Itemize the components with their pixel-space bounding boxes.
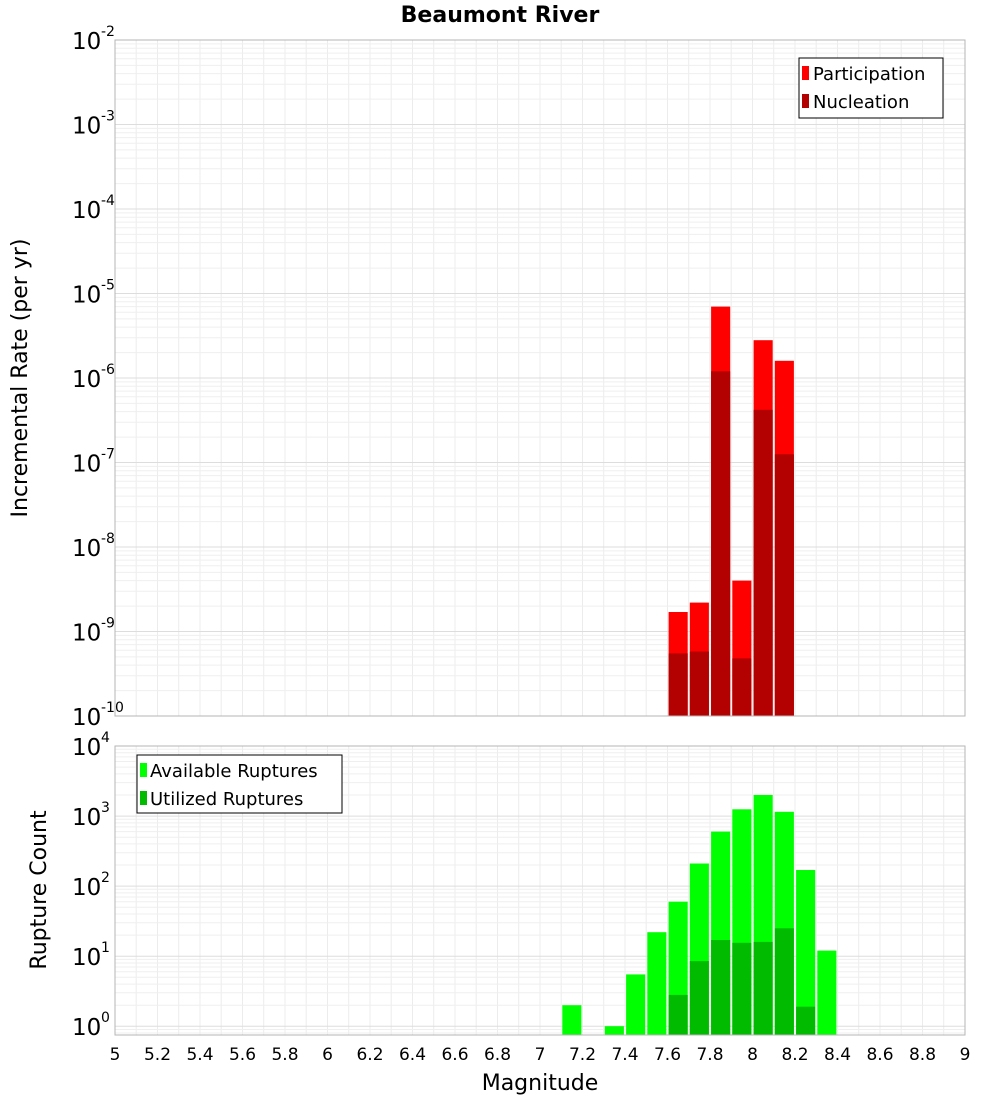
y-tick-label: 10	[72, 367, 101, 393]
bottom-bar-available-ruptures	[796, 870, 816, 1035]
bottom-bar-available-ruptures	[626, 974, 646, 1035]
y-tick-label: 10	[72, 198, 101, 224]
bottom-bar-utilized-ruptures	[774, 928, 794, 1035]
top-gridlines	[114, 39, 966, 717]
legend-label-utilized-ruptures: Utilized Ruptures	[150, 789, 303, 810]
y-tick-exponent: -3	[101, 109, 115, 125]
x-tick-label: 5.4	[186, 1045, 213, 1065]
y-tick-label: 10	[72, 536, 101, 562]
x-tick-label: 7.4	[611, 1045, 638, 1065]
top-bars	[668, 306, 794, 716]
legend-swatch-nucleation	[802, 94, 809, 108]
y-tick-label: 10	[72, 875, 101, 901]
bottom-gridlines	[114, 745, 966, 1035]
bottom-bars	[562, 795, 837, 1035]
bottom-bar-utilized-ruptures	[668, 994, 688, 1035]
top-bar-nucleation	[711, 371, 731, 716]
legend-label-available-ruptures: Available Ruptures	[150, 761, 318, 782]
x-tick-label: 8	[747, 1045, 758, 1065]
y-tick-label: 10	[72, 114, 101, 140]
y-tick-exponent: -5	[101, 278, 115, 294]
legend-label-nucleation: Nucleation	[813, 92, 909, 113]
bottom-bar-utilized-ruptures	[711, 940, 731, 1035]
x-tick-label: 6	[322, 1045, 333, 1065]
bottom-plot-border	[114, 745, 966, 1036]
y-tick-exponent: -7	[101, 447, 115, 463]
top-bar-nucleation	[774, 454, 794, 716]
x-tick-label: 7.2	[569, 1045, 596, 1065]
x-tick-label: 8.8	[909, 1045, 936, 1065]
x-tick-label: 8.4	[824, 1045, 851, 1065]
x-tick-label: 9	[960, 1045, 971, 1065]
y-tick-exponent: 0	[101, 1010, 110, 1026]
y-tick-exponent: 3	[101, 800, 110, 816]
bottom-bar-available-ruptures	[604, 1026, 624, 1035]
bottom-bar-available-ruptures	[647, 932, 667, 1035]
y-tick-label: 10	[72, 1015, 101, 1041]
y-tick-exponent: 2	[101, 870, 110, 886]
bottom-bar-utilized-ruptures	[753, 941, 773, 1035]
x-tick-label: 5.2	[144, 1045, 171, 1065]
y-tick-label: 10	[72, 29, 101, 55]
y-tick-exponent: -9	[101, 616, 115, 632]
top-y-axis-label: Incremental Rate (per yr)	[8, 239, 33, 518]
bottom-bar-utilized-ruptures	[732, 942, 752, 1035]
x-axis-label: Magnitude	[482, 1071, 599, 1096]
top-bar-nucleation	[689, 651, 709, 716]
x-tick-label: 6.4	[399, 1045, 426, 1065]
bottom-legend: Available Ruptures Utilized Ruptures	[136, 754, 343, 814]
y-tick-exponent: -6	[101, 362, 115, 378]
top-bar-nucleation	[753, 409, 773, 716]
y-tick-exponent: -10	[101, 700, 124, 716]
y-tick-label: 10	[72, 452, 101, 478]
bottom-bar-utilized-ruptures	[796, 1006, 816, 1035]
y-tick-label: 10	[72, 283, 101, 309]
y-tick-label: 10	[72, 805, 101, 831]
x-tick-label: 6.6	[441, 1045, 468, 1065]
legend-swatch-utilized-ruptures	[140, 791, 147, 805]
y-tick-exponent: -2	[101, 24, 115, 40]
legend-label-participation: Participation	[813, 64, 925, 85]
bottom-bar-utilized-ruptures	[689, 961, 709, 1035]
x-tick-label: 7	[535, 1045, 546, 1065]
y-tick-label: 10	[72, 705, 101, 731]
top-plot-border	[114, 39, 966, 717]
top-bar-nucleation	[732, 658, 752, 716]
x-tick-label: 5.6	[229, 1045, 256, 1065]
y-tick-exponent: 4	[101, 730, 110, 746]
chart-title: Beaumont River	[401, 3, 600, 28]
x-tick-label: 5.8	[271, 1045, 298, 1065]
bottom-bar-available-ruptures	[562, 1005, 582, 1035]
x-tick-labels: 5 5.2 5.4 5.6 5.8 6 6.2 6.4 6.6 6.8 7 7.2 7.4 7.6 7.8 8…	[110, 1045, 971, 1065]
x-tick-label: 7.6	[654, 1045, 681, 1065]
top-bar-nucleation	[668, 653, 688, 716]
x-tick-label: 8.6	[866, 1045, 893, 1065]
legend-swatch-participation	[802, 66, 809, 80]
bottom-y-axis-label: Rupture Count	[27, 810, 52, 970]
y-tick-exponent: 1	[101, 940, 110, 956]
y-tick-exponent: -4	[101, 193, 115, 209]
y-tick-label: 10	[72, 735, 101, 761]
x-tick-label: 7.8	[696, 1045, 723, 1065]
x-tick-label: 8.2	[781, 1045, 808, 1065]
bottom-bar-available-ruptures	[817, 950, 837, 1035]
legend-swatch-available-ruptures	[140, 763, 147, 777]
x-tick-label: 5	[110, 1045, 121, 1065]
y-tick-exponent: -8	[101, 531, 115, 547]
y-tick-label: 10	[72, 621, 101, 647]
top-legend: Participation Nucleation	[798, 57, 944, 119]
x-tick-label: 6.8	[484, 1045, 511, 1065]
x-tick-label: 6.2	[356, 1045, 383, 1065]
y-tick-label: 10	[72, 945, 101, 971]
